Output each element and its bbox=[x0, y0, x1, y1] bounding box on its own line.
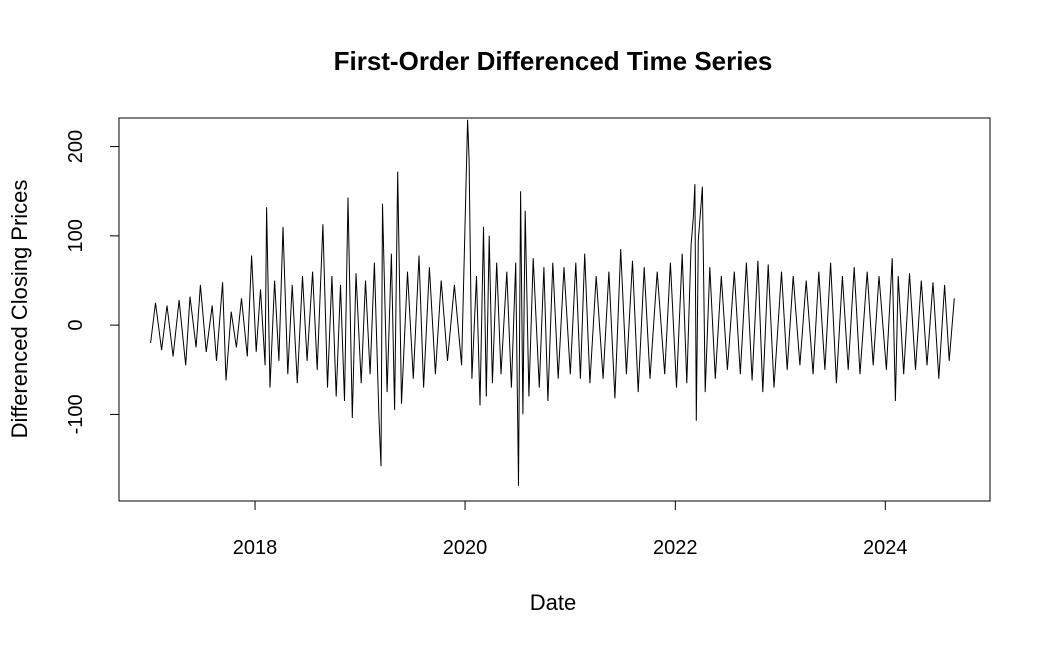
x-tick-label: 2024 bbox=[863, 537, 908, 559]
data-series bbox=[150, 119, 955, 486]
series-line bbox=[150, 119, 955, 486]
chart-title: First-Order Differenced Time Series bbox=[334, 46, 773, 76]
y-axis: -100 0 100 200 bbox=[65, 130, 120, 434]
y-tick-label: -100 bbox=[65, 394, 87, 434]
y-tick-label: 200 bbox=[65, 130, 87, 163]
x-tick-label: 2022 bbox=[653, 537, 698, 559]
x-tick-label: 2018 bbox=[233, 537, 278, 559]
x-axis-label: Date bbox=[530, 590, 576, 615]
y-tick-label: 0 bbox=[65, 320, 87, 331]
x-tick-label: 2020 bbox=[443, 537, 488, 559]
y-tick-label: 100 bbox=[65, 219, 87, 252]
y-axis-label: Differenced Closing Prices bbox=[7, 180, 32, 439]
x-axis: 2018 2020 2022 2024 bbox=[233, 500, 908, 559]
